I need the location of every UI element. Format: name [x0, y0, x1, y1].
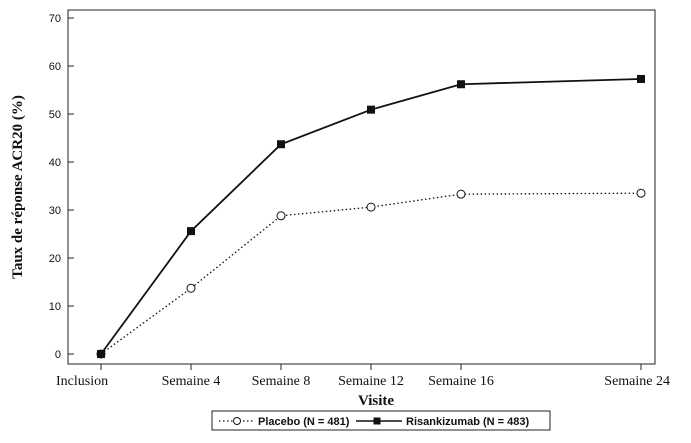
y-tick-label-30: 30 [49, 205, 61, 217]
point-risankizumab-1 [187, 227, 195, 236]
point-risankizumab-4 [457, 80, 465, 89]
y-tick-label-0: 0 [55, 349, 61, 361]
legend-placebo-label: Placebo (N = 481) [258, 416, 350, 428]
point-risankizumab-3 [367, 105, 375, 114]
point-risankizumab-5 [637, 74, 645, 83]
x-tick-label-4: Semaine 16 [428, 374, 494, 389]
point-placebo-5 [636, 188, 646, 198]
point-placebo-2 [276, 211, 286, 221]
y-tick-label-40: 40 [49, 157, 61, 169]
x-tick-label-1: Semaine 4 [162, 374, 221, 389]
x-tick-label-0: Inclusion [56, 374, 108, 389]
x-tick-label-3: Semaine 12 [338, 374, 404, 389]
series-layer [96, 74, 646, 359]
y-axis-title: Taux de réponse ACR20 (%) [10, 95, 26, 279]
y-tick-label-70: 70 [49, 13, 61, 25]
x-axis-ticks: Inclusion Semaine 4 Semaine 8 Semaine 12 Sem… [56, 364, 670, 389]
point-placebo-3 [366, 202, 376, 212]
y-tick-label-20: 20 [49, 253, 61, 265]
y-tick-label-50: 50 [49, 109, 61, 121]
y-tick-label-60: 60 [49, 61, 61, 73]
y-axis-ticks: 0 10 20 30 40 50 60 70 [49, 13, 74, 361]
y-tick-label-10: 10 [49, 301, 61, 313]
plot-area-frame [67, 9, 656, 365]
legend-risankizumab-marker [373, 417, 381, 425]
legend-placebo-marker [233, 417, 241, 425]
series-line-placebo [100, 192, 642, 355]
x-tick-label-2: Semaine 8 [252, 374, 311, 389]
legend: Placebo (N = 481) Risankizumab (N = 483) [211, 410, 551, 431]
series-line-risankizumab [100, 78, 642, 355]
point-risankizumab-0 [97, 350, 105, 358]
legend-risankizumab-label: Risankizumab (N = 483) [406, 416, 530, 428]
x-axis-title: Visite [358, 393, 394, 409]
x-tick-label-5: Semaine 24 [604, 374, 670, 389]
point-risankizumab-2 [277, 140, 285, 149]
point-placebo-1 [186, 283, 196, 293]
point-placebo-4 [456, 189, 466, 199]
